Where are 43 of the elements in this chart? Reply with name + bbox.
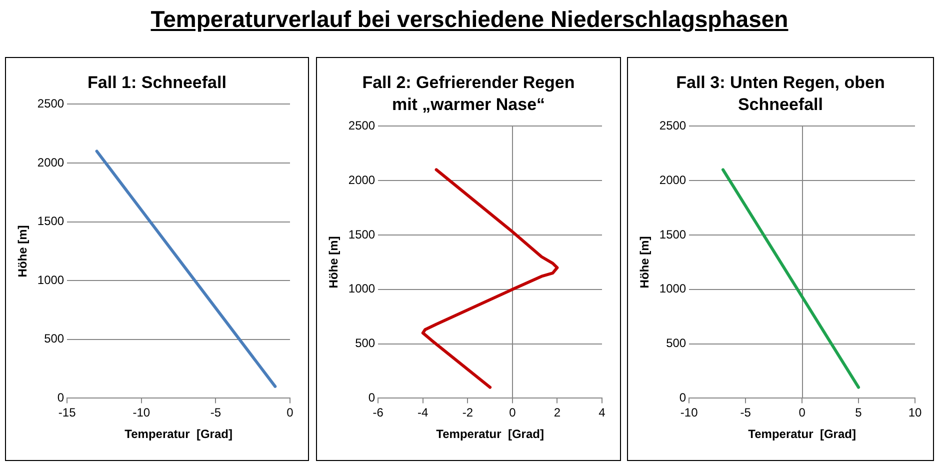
chart-title: Fall 1: Schneefall bbox=[86, 72, 228, 94]
x-tick-label: -4 bbox=[418, 406, 429, 420]
x-tick-label: 0 bbox=[286, 406, 294, 420]
x-tick-label: -10 bbox=[680, 406, 698, 420]
y-tick-label: 1000 bbox=[348, 282, 376, 296]
y-tick-label: 500 bbox=[44, 332, 64, 346]
y-tick-label: 500 bbox=[666, 336, 686, 350]
y-tick-label: 1500 bbox=[348, 227, 376, 242]
x-tick-label: -6 bbox=[372, 406, 384, 420]
y-axis-title: Höhe [m] bbox=[638, 236, 652, 288]
chart-title: Fall 3: Unten Regen, oben Schneefall bbox=[675, 72, 886, 116]
x-axis-title: Temperatur [Grad] bbox=[748, 427, 856, 442]
y-tick-label: 1500 bbox=[659, 227, 686, 242]
y-tick-label: 2000 bbox=[348, 172, 376, 187]
x-tick-label: 0 bbox=[509, 406, 516, 420]
y-tick-label: 1500 bbox=[37, 214, 64, 228]
x-tick-label: 2 bbox=[554, 406, 561, 420]
x-tick-label: 0 bbox=[798, 406, 806, 420]
x-tick-label: 4 bbox=[598, 406, 606, 420]
x-tick-label: -5 bbox=[210, 406, 222, 420]
x-axis-title: Temperatur [Grad] bbox=[436, 427, 544, 442]
y-tick-label: 2500 bbox=[348, 118, 376, 133]
y-tick-label: 2500 bbox=[37, 96, 64, 111]
x-tick-label: -5 bbox=[740, 406, 752, 420]
y-tick-label: 2000 bbox=[37, 155, 64, 170]
x-tick-label: 10 bbox=[908, 406, 922, 420]
x-tick-label: -15 bbox=[58, 406, 76, 420]
chart-title: Fall 2: Gefrierender Regen mit „warmer Nase“ bbox=[361, 72, 576, 116]
y-tick-label: 0 bbox=[57, 390, 64, 405]
y-tick-label: 0 bbox=[679, 390, 686, 405]
x-tick-label: -10 bbox=[132, 406, 150, 420]
y-tick-label: 0 bbox=[368, 390, 376, 405]
y-tick-label: 1000 bbox=[659, 282, 686, 296]
y-tick-label: 2000 bbox=[659, 172, 686, 187]
y-tick-label: 500 bbox=[355, 336, 376, 350]
x-axis-title: Temperatur [Grad] bbox=[124, 427, 232, 442]
y-axis-title: Höhe [m] bbox=[16, 225, 30, 278]
text: Temperaturverlauf bei verschiedene Niederschlagsphasen bbox=[150, 6, 788, 32]
y-tick-label: 1000 bbox=[37, 272, 64, 287]
x-tick-label: 5 bbox=[855, 406, 862, 420]
x-tick-label: -2 bbox=[462, 406, 474, 420]
y-axis-title: Höhe [m] bbox=[326, 236, 341, 288]
y-tick-label: 2500 bbox=[659, 118, 686, 133]
